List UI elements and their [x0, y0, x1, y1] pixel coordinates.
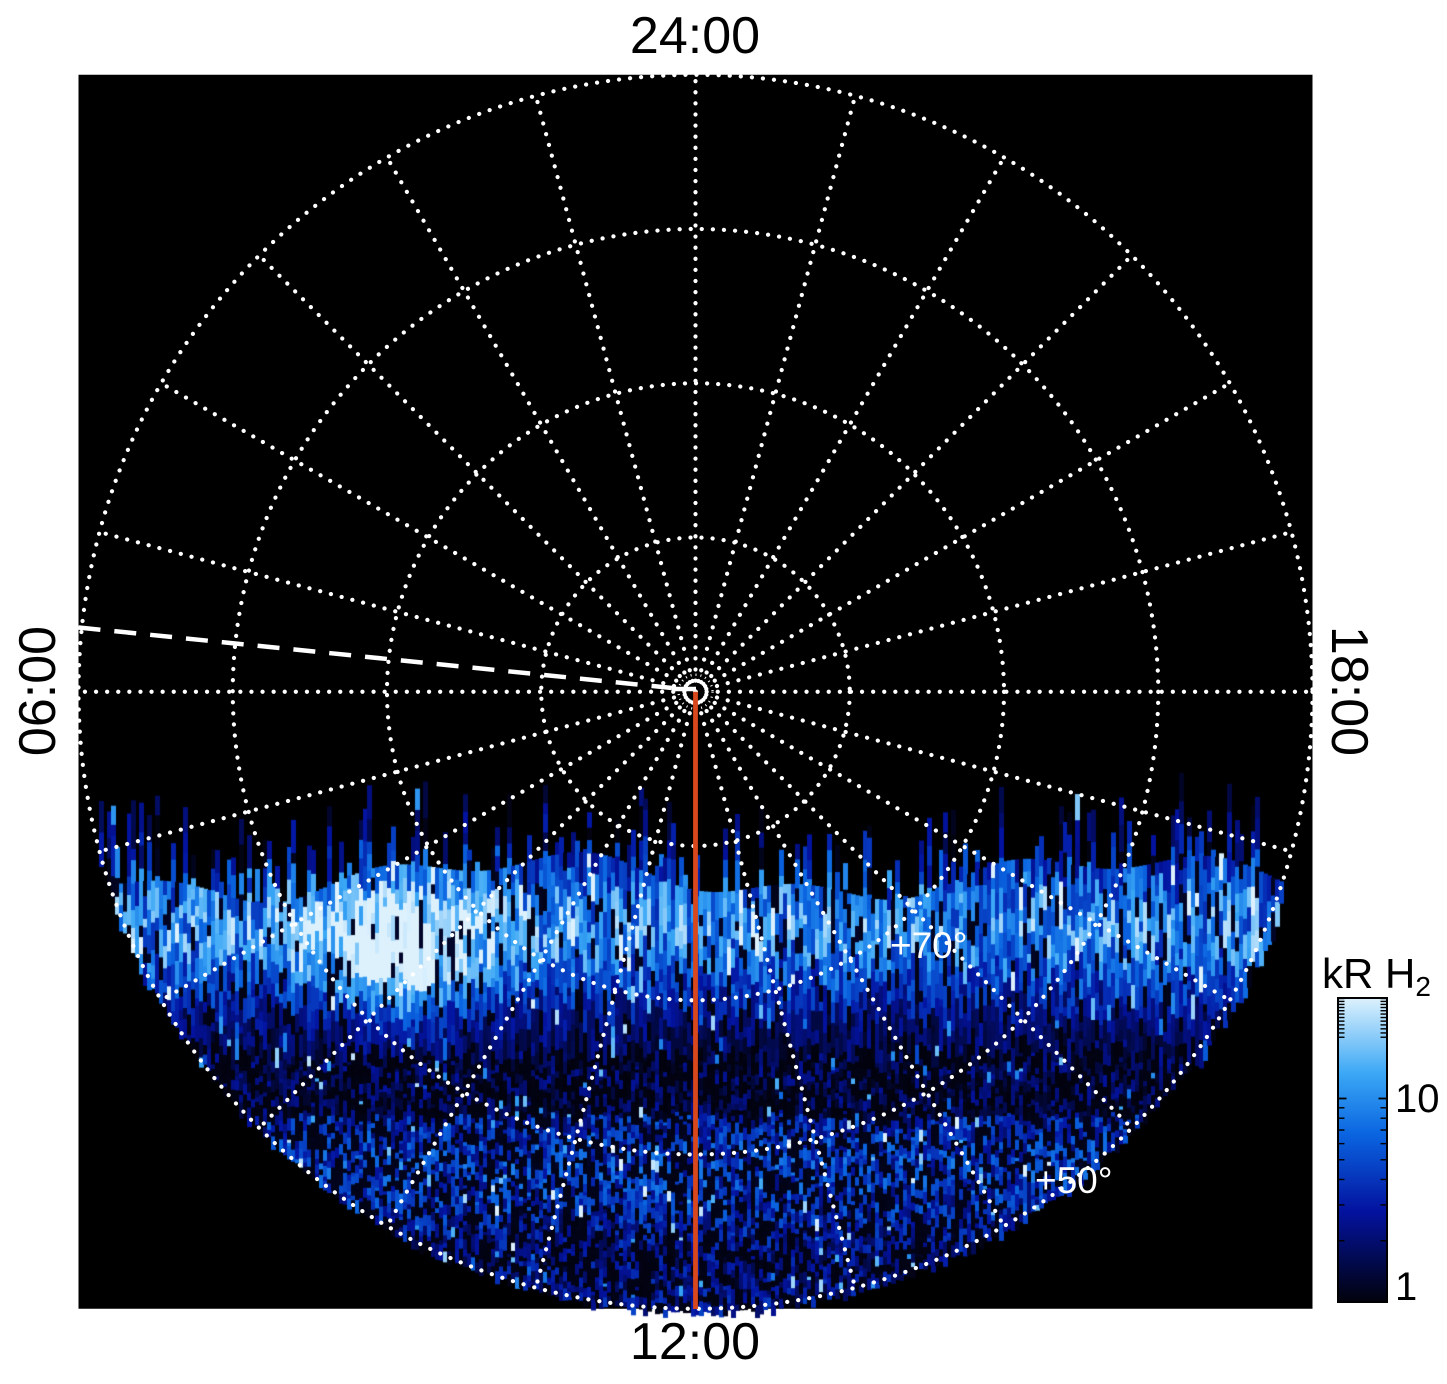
svg-text:1: 1 — [1395, 1265, 1417, 1309]
svg-text:+70°: +70° — [890, 925, 968, 966]
svg-text:kR H2: kR H2 — [1322, 950, 1431, 1002]
svg-text:+50°: +50° — [1035, 1160, 1113, 1201]
svg-text:10: 10 — [1395, 1077, 1440, 1121]
